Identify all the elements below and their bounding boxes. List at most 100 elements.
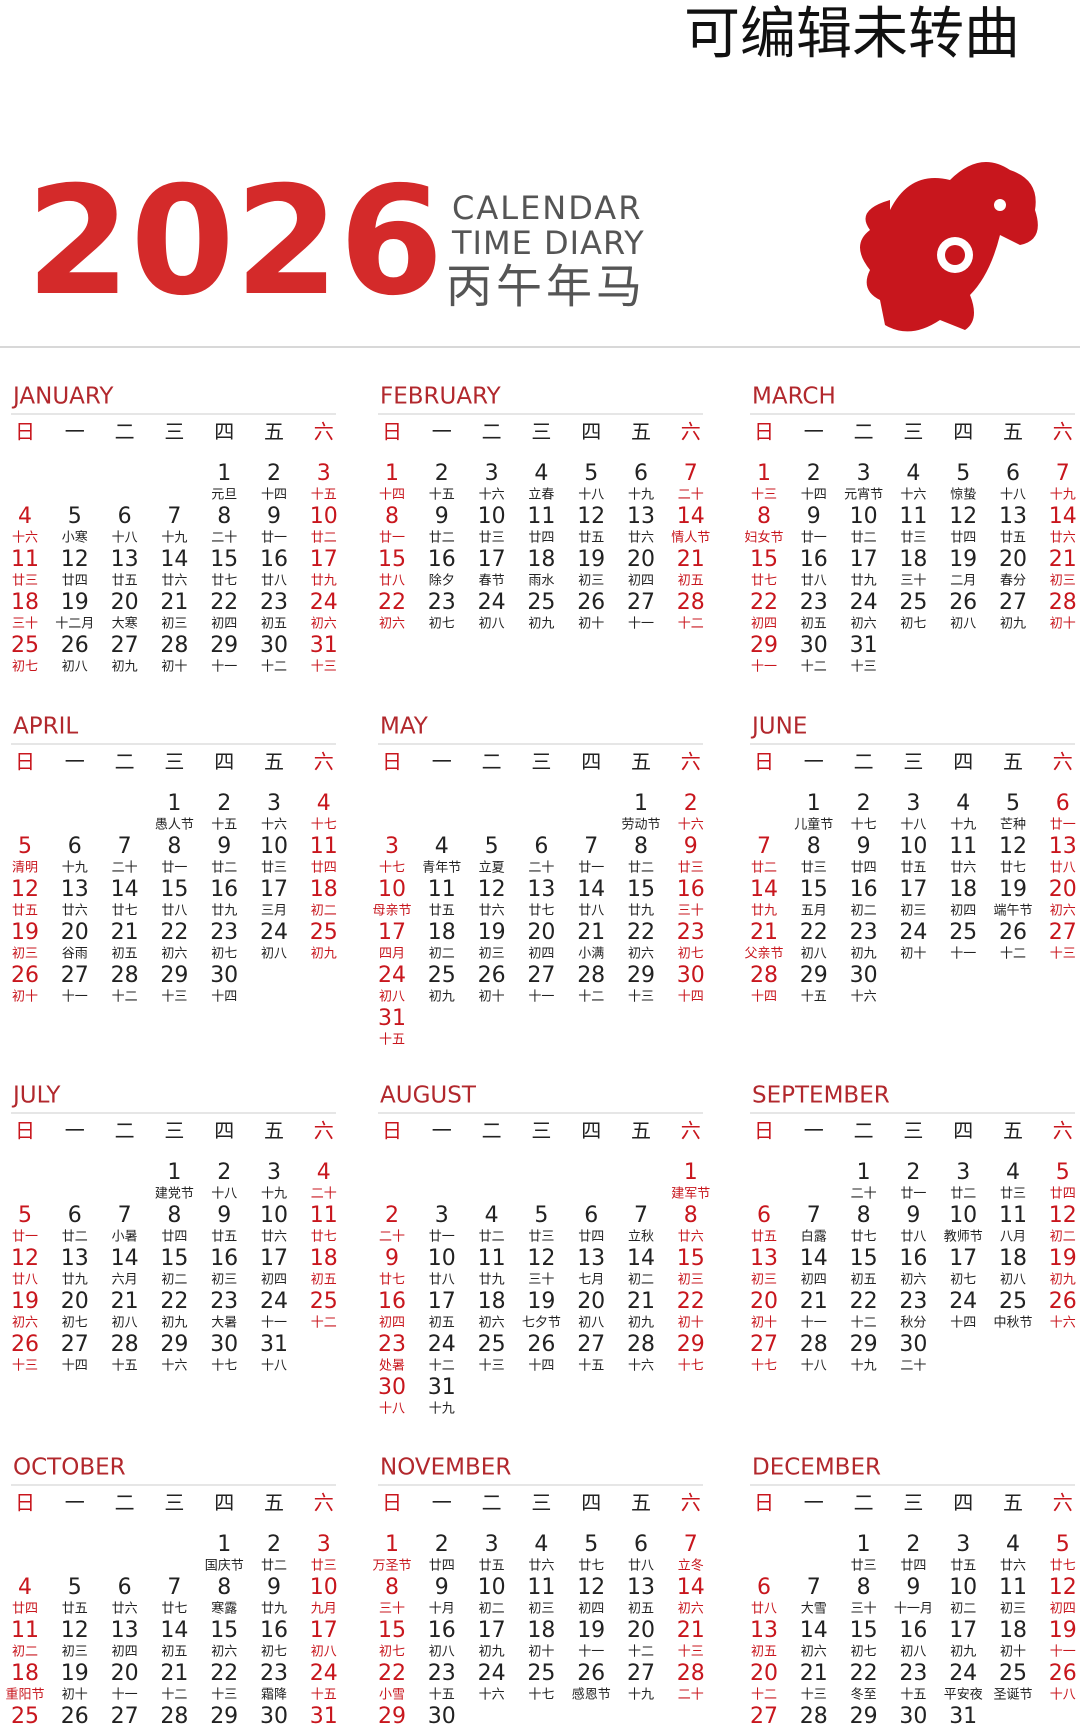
- lunar-label: 十八: [379, 1402, 405, 1417]
- weekday-label: 二: [854, 420, 874, 444]
- day-number: 23: [850, 920, 878, 945]
- lunar-label: 十四: [950, 1316, 976, 1331]
- lunar-label: 三十: [379, 1602, 405, 1617]
- day-number: 6: [634, 1532, 648, 1557]
- day-number: 6: [68, 1203, 82, 1228]
- day-number: 30: [260, 633, 288, 658]
- lunar-label: 十九: [851, 1359, 877, 1374]
- day-number: 27: [527, 963, 555, 988]
- lunar-label: 廿六: [628, 531, 654, 546]
- lunar-label: 圣诞节: [993, 1688, 1032, 1703]
- lunar-label: 初三: [12, 947, 38, 962]
- weekday-label: 五: [1003, 1491, 1023, 1515]
- day-number: 19: [577, 1618, 605, 1643]
- day-number: 20: [111, 590, 139, 615]
- day-number: 26: [61, 1704, 89, 1729]
- lunar-label: 妇女节: [744, 530, 783, 546]
- lunar-label: 清明: [12, 861, 38, 876]
- day-number: 13: [61, 1246, 89, 1271]
- day-number: 25: [527, 1661, 555, 1686]
- lunar-label: 廿一: [261, 531, 287, 546]
- day-number: 14: [677, 504, 705, 529]
- weekday-label: 二: [482, 420, 502, 444]
- day-number: 15: [378, 1618, 406, 1643]
- day-number: 16: [850, 877, 878, 902]
- day-number: 22: [378, 590, 406, 615]
- day-number: 7: [167, 1575, 181, 1600]
- lunar-label: 初二: [851, 904, 877, 919]
- lunar-label: 初四: [261, 1273, 287, 1288]
- day-number: 21: [160, 590, 188, 615]
- weekday-label: 五: [631, 1491, 651, 1515]
- day-number: 6: [68, 834, 82, 859]
- lunar-label: 十八: [1000, 488, 1026, 503]
- weekday-label: 日: [15, 750, 35, 774]
- lunar-label: 十五: [578, 1359, 604, 1374]
- day-number: 9: [435, 504, 449, 529]
- lunar-label: 十五: [379, 1033, 405, 1048]
- weekday-label: 一: [804, 1491, 824, 1515]
- lunar-label: 十五: [311, 488, 337, 503]
- lunar-label: 廿八: [12, 1273, 38, 1288]
- lunar-label: 廿八: [628, 1559, 654, 1574]
- day-number: 2: [435, 1532, 449, 1557]
- lunar-label: 初六: [801, 1645, 827, 1660]
- day-number: 10: [899, 834, 927, 859]
- day-number: 12: [1049, 1203, 1077, 1228]
- lunar-label: 十六: [261, 818, 287, 833]
- lunar-label: 初十: [1000, 1645, 1026, 1660]
- day-number: 11: [949, 834, 977, 859]
- lunar-label: 十五: [311, 1688, 337, 1703]
- day-number: 19: [61, 590, 89, 615]
- day-number: 31: [310, 633, 338, 658]
- lunar-label: 十八: [900, 818, 926, 833]
- day-number: 11: [310, 1203, 338, 1228]
- lunar-label: 十二: [429, 1359, 455, 1374]
- lunar-label: 廿二: [261, 1559, 287, 1574]
- day-number: 9: [857, 834, 871, 859]
- lunar-label: 十九: [1050, 488, 1076, 503]
- lunar-label: 初十: [479, 990, 505, 1005]
- lunar-label: 廿一: [161, 861, 187, 876]
- lunar-label: 雨水: [528, 574, 554, 589]
- day-number: 21: [677, 1618, 705, 1643]
- lunar-label: 十八: [112, 531, 138, 546]
- day-number: 14: [160, 1618, 188, 1643]
- day-number: 3: [267, 791, 281, 816]
- day-number: 18: [310, 877, 338, 902]
- lunar-label: 母亲节: [372, 904, 411, 919]
- lunar-label: 十三: [678, 1645, 704, 1660]
- day-number: 3: [956, 1160, 970, 1185]
- lunar-label: 廿六: [479, 904, 505, 919]
- lunar-label: 初八: [379, 990, 405, 1005]
- lunar-label: 廿九: [851, 574, 877, 589]
- weekday-label: 一: [432, 1119, 452, 1143]
- day-number: 1: [857, 1532, 871, 1557]
- day-number: 9: [906, 1203, 920, 1228]
- day-number: 22: [800, 920, 828, 945]
- lunar-label: 廿五: [211, 1230, 237, 1245]
- lunar-label: 十七: [851, 818, 877, 833]
- weekday-label: 日: [15, 1119, 35, 1143]
- day-number: 1: [167, 1160, 181, 1185]
- lunar-label: 初七: [211, 947, 237, 962]
- weekday-label: 三: [164, 1491, 184, 1515]
- weekday-label: 三: [531, 420, 551, 444]
- day-number: 2: [267, 1532, 281, 1557]
- lunar-label: 廿七: [751, 574, 777, 589]
- lunar-label: 初三: [900, 904, 926, 919]
- lunar-label: 廿五: [12, 904, 38, 919]
- weekday-label: 六: [314, 1491, 334, 1515]
- lunar-label: 初八: [578, 1316, 604, 1331]
- lunar-label: 三十: [851, 1602, 877, 1617]
- lunar-label: 初二: [429, 947, 455, 962]
- lunar-label: 廿六: [62, 904, 88, 919]
- day-number: 7: [684, 1532, 698, 1557]
- lunar-label: 十月: [429, 1602, 455, 1617]
- day-number: 25: [11, 633, 39, 658]
- day-number: 11: [527, 1575, 555, 1600]
- lunar-label: 初六: [379, 617, 405, 632]
- day-number: 5: [485, 834, 499, 859]
- day-number: 4: [1006, 1532, 1020, 1557]
- lunar-label: 十五: [801, 990, 827, 1005]
